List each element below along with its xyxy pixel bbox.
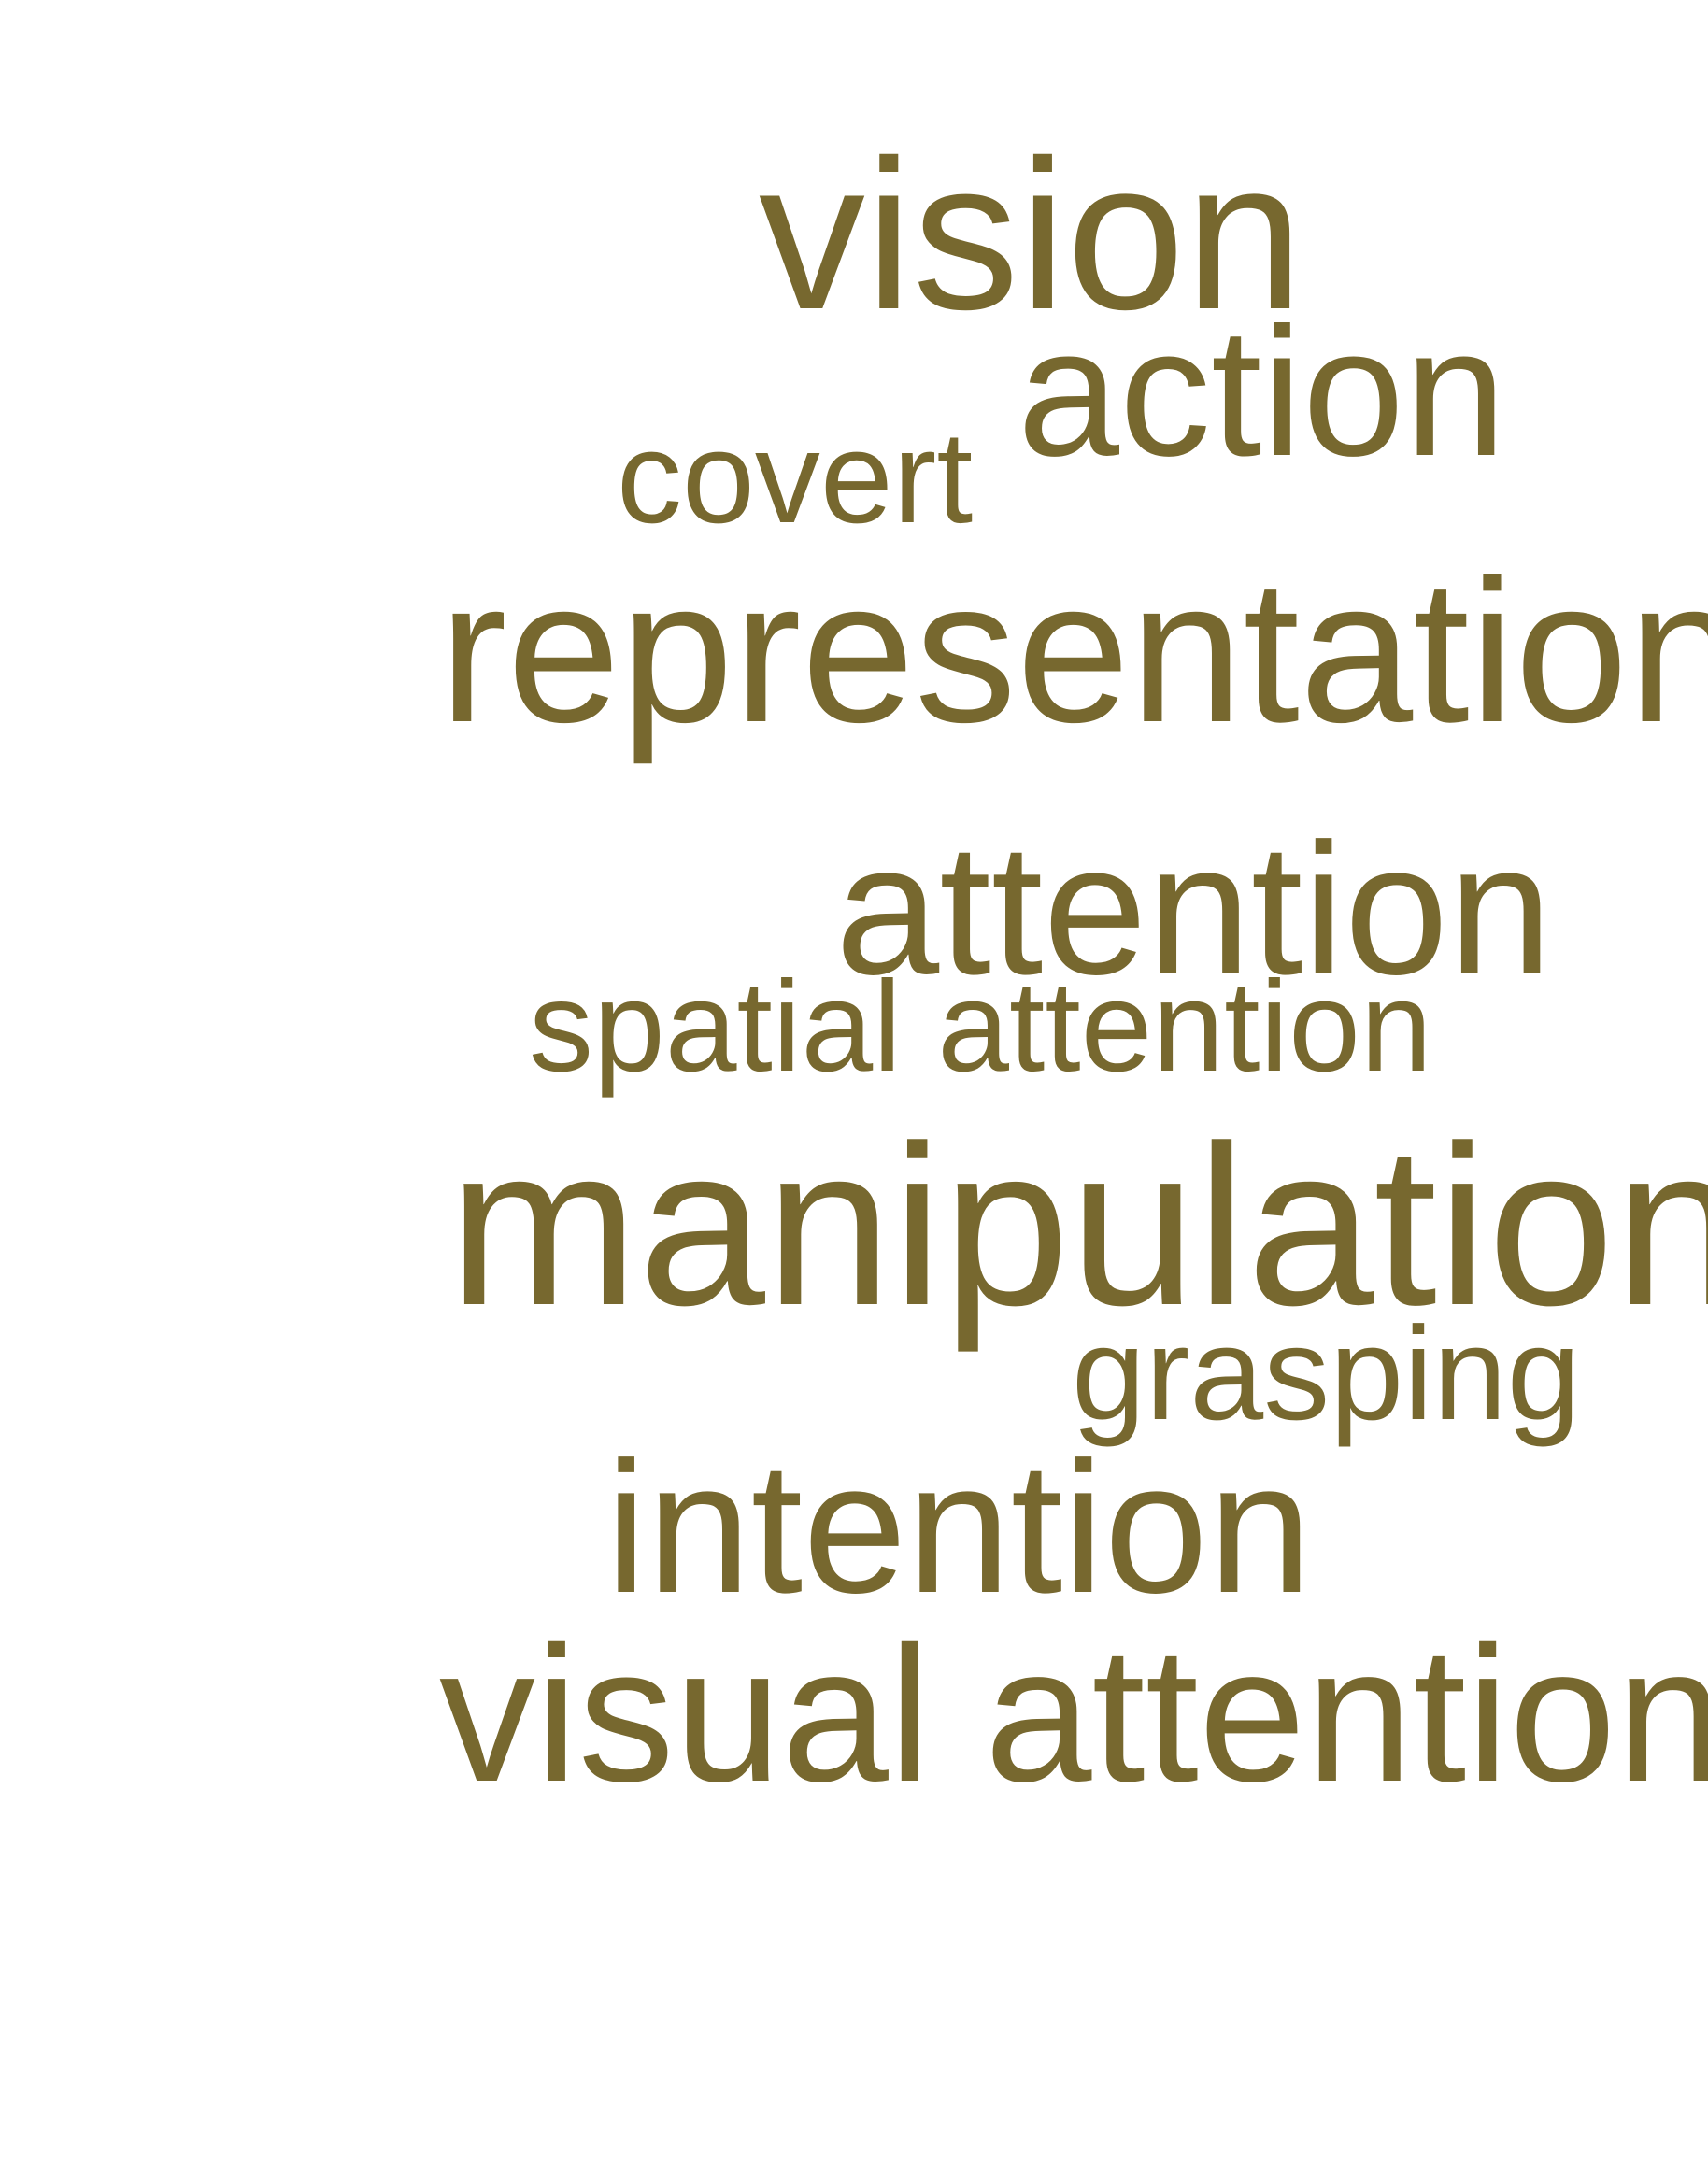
word-intention: intention bbox=[605, 1424, 1313, 1632]
word-visual-attention: visual attention bbox=[439, 1607, 1708, 1822]
word-vision: vision bbox=[759, 117, 1303, 354]
word-spatial-attention: spatial attention bbox=[529, 955, 1432, 1099]
word-action: action bbox=[1018, 290, 1507, 494]
word-representation: representation bbox=[439, 538, 1708, 765]
word-manipulation: manipulation bbox=[448, 1098, 1708, 1353]
word-grasping: grasping bbox=[1072, 1299, 1581, 1448]
word-covert: covert bbox=[617, 404, 974, 550]
word-attention: attention bbox=[835, 805, 1553, 1014]
